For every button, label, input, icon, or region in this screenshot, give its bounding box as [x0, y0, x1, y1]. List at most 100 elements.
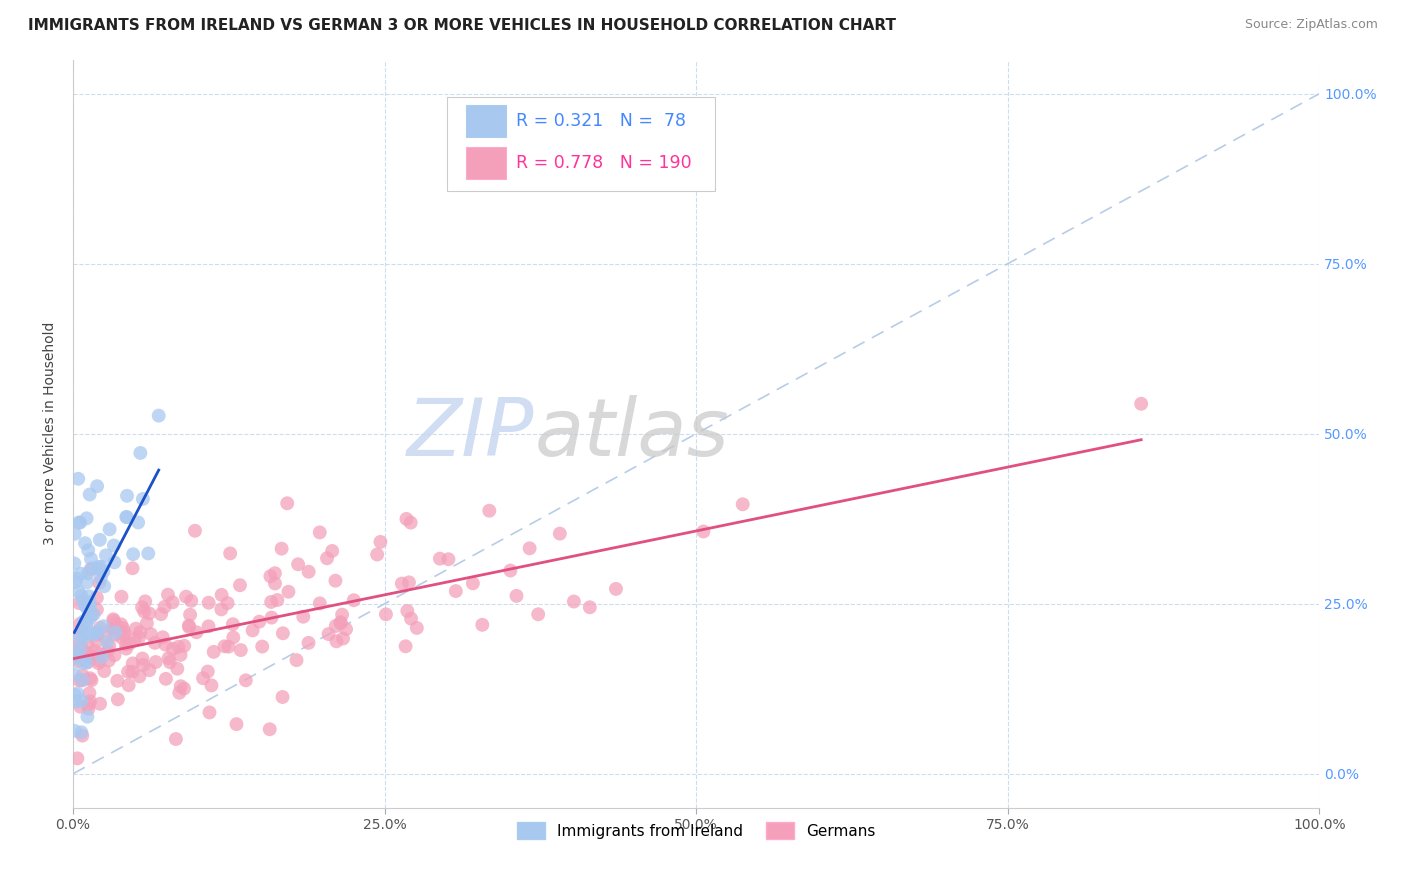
Point	[104, 627, 127, 641]
Point	[125, 622, 148, 636]
Point	[308, 596, 330, 610]
Point	[69, 516, 91, 530]
Point	[77, 566, 100, 581]
Point	[264, 566, 287, 581]
Point	[145, 655, 167, 669]
Point	[398, 575, 420, 590]
Point	[157, 651, 180, 665]
Point	[316, 551, 339, 566]
Point	[527, 607, 550, 622]
Point	[72, 729, 94, 743]
Point	[222, 617, 245, 632]
Point	[104, 617, 127, 632]
Point	[86, 602, 108, 616]
Point	[98, 639, 121, 653]
Point	[129, 446, 152, 460]
Point	[217, 596, 239, 610]
Point	[159, 655, 181, 669]
Point	[118, 678, 141, 692]
Point	[76, 636, 98, 650]
Point	[129, 625, 152, 640]
Point	[214, 640, 236, 654]
Point	[252, 640, 274, 654]
Point	[499, 564, 522, 578]
Point	[169, 686, 191, 700]
Point	[118, 636, 141, 650]
Point	[87, 656, 110, 670]
Point	[173, 639, 195, 653]
Point	[308, 525, 330, 540]
Point	[105, 673, 128, 688]
Point	[276, 496, 298, 510]
Point	[69, 699, 91, 714]
Point	[69, 642, 91, 657]
Point	[122, 547, 145, 561]
Point	[86, 634, 108, 648]
Point	[177, 618, 200, 632]
Point	[271, 626, 294, 640]
Point	[76, 511, 98, 525]
Point	[104, 625, 127, 640]
Point	[79, 650, 101, 665]
Point	[180, 594, 202, 608]
Point	[98, 522, 121, 536]
Point	[139, 627, 162, 641]
Point	[429, 551, 451, 566]
Point	[259, 569, 281, 583]
Text: R = 0.321   N =  78: R = 0.321 N = 78	[516, 112, 686, 130]
Point	[83, 607, 105, 622]
Point	[332, 632, 354, 646]
Point	[63, 630, 86, 644]
Point	[562, 594, 585, 608]
Point	[285, 653, 308, 667]
Point	[93, 579, 115, 593]
Point	[150, 607, 173, 622]
Point	[121, 665, 143, 679]
Point	[101, 621, 124, 635]
Point	[70, 650, 93, 665]
Point	[77, 698, 100, 712]
Point	[394, 640, 416, 654]
Point	[77, 589, 100, 603]
Point	[97, 654, 120, 668]
Point	[177, 620, 200, 634]
Point	[197, 619, 219, 633]
Point	[229, 643, 252, 657]
Point	[107, 692, 129, 706]
Point	[103, 614, 125, 628]
Point	[79, 694, 101, 708]
Point	[579, 600, 602, 615]
Legend: Immigrants from Ireland, Germans: Immigrants from Ireland, Germans	[512, 816, 882, 845]
Point	[63, 688, 86, 702]
Point	[211, 588, 233, 602]
Point	[89, 697, 111, 711]
Point	[197, 596, 219, 610]
Point	[65, 575, 87, 590]
Point	[83, 644, 105, 658]
Point	[67, 654, 90, 668]
Point	[103, 539, 125, 553]
Point	[67, 631, 90, 645]
Point	[167, 640, 190, 654]
Point	[170, 679, 193, 693]
Point	[63, 649, 86, 664]
Point	[79, 671, 101, 685]
Point	[84, 626, 107, 640]
Point	[66, 686, 89, 700]
Point	[79, 599, 101, 613]
Point	[135, 616, 157, 631]
Point	[399, 516, 422, 530]
Point	[247, 615, 270, 629]
Point	[87, 624, 110, 639]
Point	[270, 541, 292, 556]
Point	[93, 565, 115, 579]
Point	[260, 595, 283, 609]
Point	[63, 667, 86, 681]
Point	[80, 551, 103, 566]
Text: ZIP: ZIP	[406, 394, 534, 473]
Point	[266, 593, 288, 607]
Y-axis label: 3 or more Vehicles in Household: 3 or more Vehicles in Household	[44, 322, 58, 545]
Point	[70, 694, 93, 708]
Point	[131, 651, 153, 665]
Point	[260, 610, 283, 624]
